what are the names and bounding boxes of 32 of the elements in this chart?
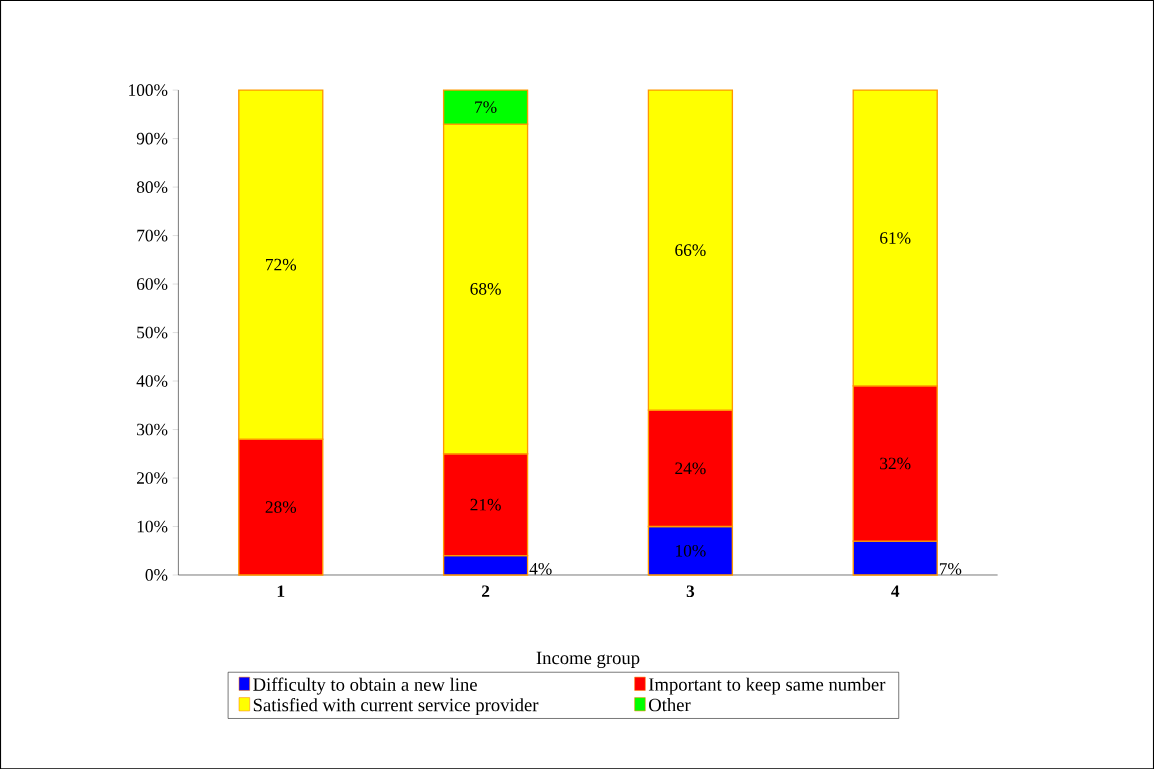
x-axis-title: Income group [536,651,640,668]
y-tick-label: 10% [137,520,168,533]
data-label: 28% [265,501,297,513]
y-tick-label: 20% [136,471,168,484]
y-tick-label: 70% [137,229,168,242]
legend-label: Difficulty to obtain a new line [253,677,477,695]
data-label: 7% [939,562,962,575]
legend-label: Other [649,697,691,712]
y-tick-label: 60% [136,278,168,290]
y-tick-label: 90% [136,132,168,145]
data-label: 72% [266,258,297,271]
x-tick-label: 3 [686,585,695,597]
x-tick-label: 4 [891,585,900,597]
y-tick-label: 40% [136,375,168,387]
data-label: 7% [475,101,497,113]
y-tick-label: 30% [137,423,168,436]
y-tick-label: 0% [145,568,168,581]
y-tick-label: 80% [136,181,168,193]
legend-label: Important to keep same number [648,677,886,695]
data-label: 21% [470,498,501,511]
data-label: 4% [529,562,552,575]
data-label: 10% [676,544,706,557]
data-label: 68% [470,282,501,295]
x-tick-label: 2 [481,585,490,597]
y-tick-label: 100% [129,84,168,96]
data-label: 61% [880,231,911,244]
data-label: 32% [880,457,911,470]
legend-label: Satisfied with current service provider [253,697,539,715]
data-label: 66% [675,244,706,256]
y-tick-label: 50% [137,326,168,339]
data-label: 24% [675,462,706,475]
x-tick-label: 1 [277,585,285,597]
